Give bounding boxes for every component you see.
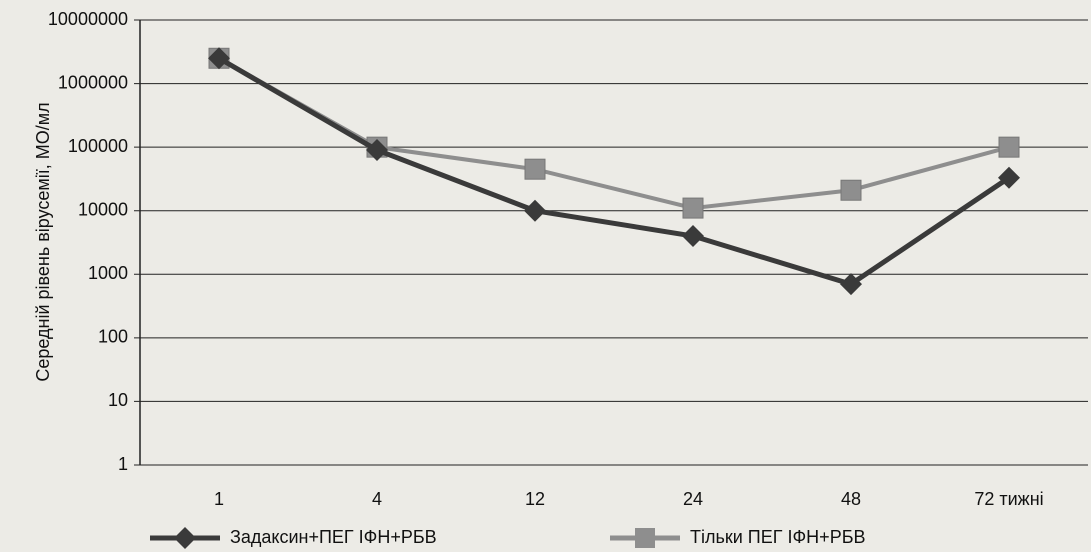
x-tick-label: 12	[525, 489, 545, 509]
y-tick-label: 10000	[78, 199, 128, 219]
point	[525, 159, 545, 179]
point	[841, 180, 861, 200]
legend-marker	[635, 528, 655, 548]
page: Середній рівень вірусемії, МО/мл 1 10 100 1…	[0, 0, 1091, 552]
chart: Середній рівень вірусемії, МО/мл 1 10 100 1…	[0, 0, 1091, 552]
legend-label: Тільки ПЕГ ІФН+РБВ	[690, 527, 866, 547]
y-tick-label: 1000	[88, 263, 128, 283]
y-tick-label: 100000	[68, 136, 128, 156]
legend-label: Задаксин+ПЕГ ІФН+РБВ	[230, 527, 437, 547]
x-tick-label: 24	[683, 489, 703, 509]
point	[683, 198, 703, 218]
y-tick-label: 100	[98, 327, 128, 347]
x-tick-label: 72 тижні	[974, 489, 1043, 509]
y-tick-label: 10000000	[48, 9, 128, 29]
y-tick-label: 10	[108, 390, 128, 410]
y-tick-label: 1	[118, 454, 128, 474]
y-tick-label: 1000000	[58, 72, 128, 92]
point	[999, 137, 1019, 157]
x-tick-label: 4	[372, 489, 382, 509]
background	[0, 0, 1091, 552]
x-tick-label: 1	[214, 489, 224, 509]
x-tick-label: 48	[841, 489, 861, 509]
y-axis-label: Середній рівень вірусемії, МО/мл	[33, 102, 53, 381]
